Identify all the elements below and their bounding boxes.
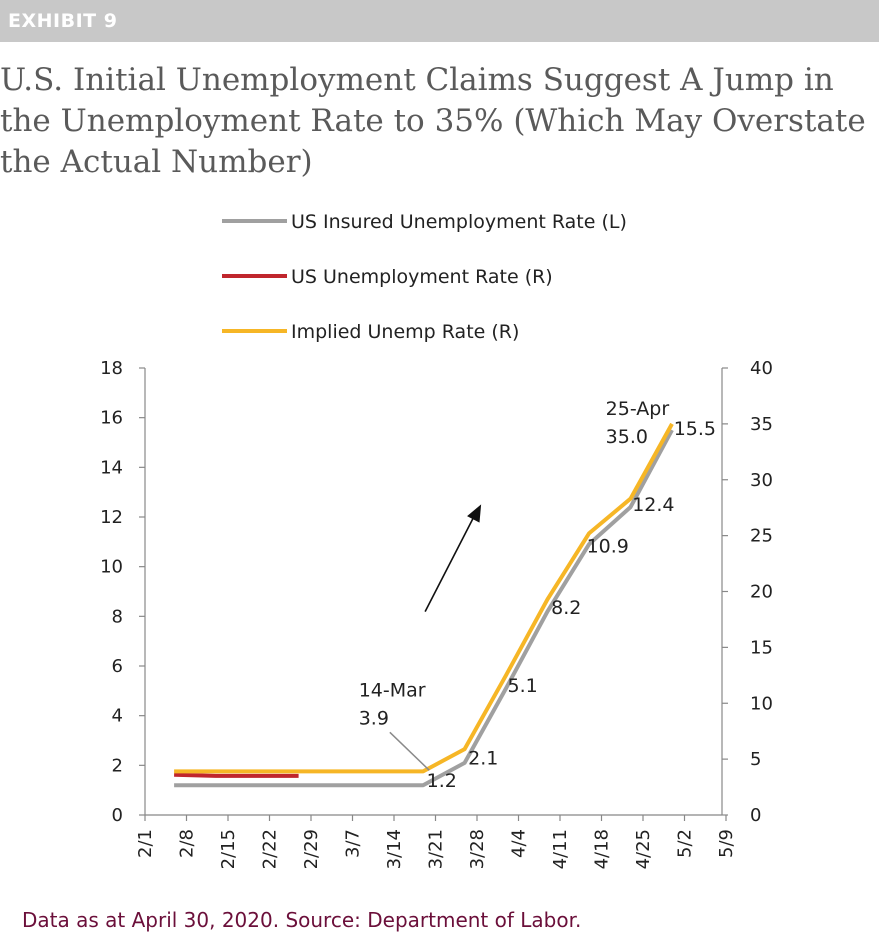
legend-item-implied: Implied Unemp Rate (R): [222, 321, 519, 343]
left-tick-label: 6: [112, 656, 123, 677]
x-tick-label: 4/25: [633, 829, 654, 869]
right-tick-label: 10: [750, 693, 773, 714]
right-tick-label: 20: [750, 582, 773, 603]
unemployment-rate-line: [174, 772, 299, 778]
right-tick-label: 35: [750, 414, 773, 435]
annotation-date: 14-Mar: [359, 680, 426, 702]
data-label: 1.2: [427, 770, 457, 792]
right-tick-label: 40: [750, 358, 773, 379]
annotation-date: 25-Apr: [606, 398, 670, 420]
series-lines: [174, 422, 674, 788]
x-tick-label: 3/28: [467, 829, 488, 869]
left-tick-label: 4: [112, 706, 123, 727]
chart-title: U.S. Initial Unemployment Claims Suggest…: [0, 62, 866, 180]
left-tick-label: 18: [100, 358, 123, 379]
right-tick-label: 15: [750, 637, 773, 658]
legend-label-insured: US Insured Unemployment Rate (L): [291, 211, 627, 233]
data-label: 2.1: [468, 748, 498, 770]
axes: 0 2 4 6 8 10 12 14 16 18 0 5 10 15 20 25 30 35 40 2/1 2/8 2/1…: [100, 358, 773, 869]
right-tick-label: 5: [750, 749, 761, 770]
left-tick-label: 0: [112, 805, 123, 826]
legend: US Insured Unemployment Rate (L) US Unem…: [222, 211, 627, 343]
left-tick-label: 2: [112, 755, 123, 776]
right-tick-label: 0: [750, 805, 761, 826]
data-label: 5.1: [508, 675, 538, 697]
data-label: 15.5: [674, 418, 716, 440]
left-tick-label: 10: [100, 557, 123, 578]
x-tick-label: 3/7: [343, 829, 364, 858]
legend-item-unemployment: US Unemployment Rate (R): [222, 266, 553, 288]
source-footnote: Data as at April 30, 2020. Source: Depar…: [22, 908, 582, 932]
trend-arrow-line: [424, 509, 478, 612]
left-tick-label: 8: [112, 606, 123, 627]
data-labels: 1.2 2.1 5.1 8.2 10.912.4 15.5 14-Mar 3.9 25-Apr 3…: [359, 398, 716, 792]
left-tick-label: 16: [100, 408, 123, 429]
data-label: 8.2: [551, 597, 581, 619]
right-tick-label: 30: [750, 470, 773, 491]
implied-rate-line: [174, 422, 674, 774]
legend-label-unemployment: US Unemployment Rate (R): [291, 266, 553, 288]
x-tick-label: 2/8: [177, 829, 198, 858]
legend-label-implied: Implied Unemp Rate (R): [291, 321, 519, 343]
right-tick-label: 25: [750, 526, 773, 547]
x-tick-label: 5/2: [675, 829, 696, 858]
left-tick-label: 12: [100, 507, 123, 528]
x-tick-label: 2/29: [301, 829, 322, 869]
x-tick-label: 3/21: [426, 829, 447, 869]
exhibit-label: EXHIBIT 9: [0, 0, 879, 42]
x-tick-label: 4/11: [550, 829, 571, 869]
x-tick-label: 4/4: [509, 829, 530, 858]
x-tick-label: 2/22: [260, 829, 281, 869]
legend-item-insured: US Insured Unemployment Rate (L): [222, 211, 627, 233]
data-label: 10.9: [587, 535, 629, 557]
x-tick-label: 2/1: [135, 829, 156, 858]
insured-rate-line: [174, 429, 674, 788]
x-tick-label: 2/15: [218, 829, 239, 869]
trend-arrow-icon: [467, 504, 482, 523]
annotation-leader-line: [389, 731, 430, 771]
left-tick-label: 14: [100, 457, 123, 478]
data-label: 12.4: [632, 494, 674, 516]
x-tick-label: 3/14: [384, 829, 405, 869]
x-tick-label: 4/18: [592, 829, 613, 869]
annotation-value: 35.0: [606, 426, 648, 448]
x-tick-label: 5/9: [716, 829, 737, 858]
annotation-value: 3.9: [359, 708, 389, 730]
